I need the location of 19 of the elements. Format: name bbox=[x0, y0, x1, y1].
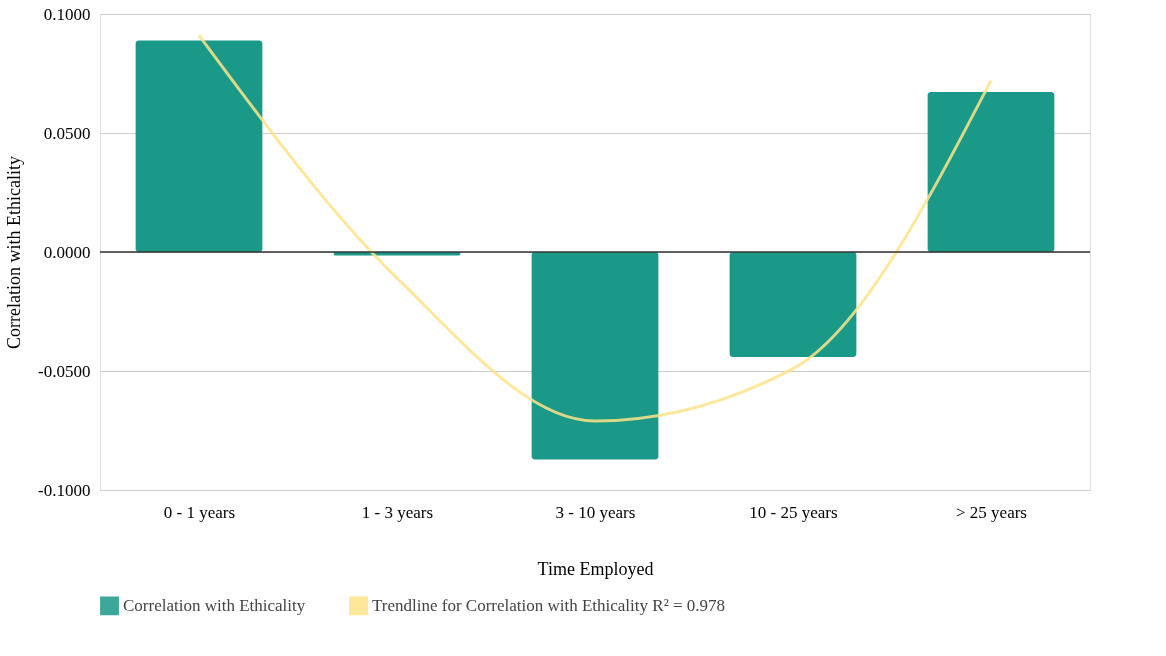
line-series bbox=[197, 33, 993, 423]
legend-label: Correlation with Ethicality bbox=[123, 595, 306, 615]
y-tick-label: -0.1000 bbox=[38, 480, 91, 500]
x-tick-label: 1 - 3 years bbox=[361, 502, 434, 522]
x-tick-label: 10 - 25 years bbox=[749, 502, 838, 522]
y-tick-label: 0.0500 bbox=[43, 123, 91, 143]
bar bbox=[135, 40, 263, 252]
y-tick-label: 0.1000 bbox=[43, 4, 91, 24]
y-axis-title: Correlation with Ethicality bbox=[4, 156, 25, 349]
x-tick-label: 0 - 1 years bbox=[163, 502, 236, 522]
bar bbox=[927, 92, 1055, 252]
x-tick-label: > 25 years bbox=[956, 502, 1027, 522]
legend-label: Trendline for Correlation with Ethicality R² = 0.978 bbox=[372, 595, 726, 615]
bar bbox=[531, 252, 659, 460]
y-tick-label: 0.0000 bbox=[43, 242, 91, 262]
y-tick-label: -0.0500 bbox=[38, 361, 91, 381]
x-axis-title: Time Employed bbox=[537, 558, 654, 579]
bar bbox=[729, 252, 857, 357]
x-tick-label: 3 - 10 years bbox=[555, 502, 636, 522]
